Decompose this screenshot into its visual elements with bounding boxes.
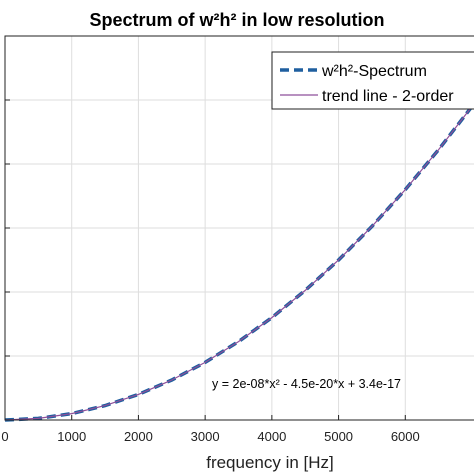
series-line [4, 106, 473, 421]
x-tick-label: 5000 [324, 429, 353, 444]
legend: w²h²-Spectrum trend line - 2-order [280, 63, 454, 105]
x-tick-label: 6000 [391, 429, 420, 444]
x-tick-label: 1000 [57, 429, 86, 444]
legend-label: trend line - 2-order [322, 88, 454, 105]
legend-box [271, 51, 474, 110]
chart-title: Spectrum of w²h² in low resolution [90, 10, 385, 30]
x-tick-label: 3000 [191, 429, 220, 444]
ticks: 0 1000 2000 3000 4000 5000 6000 [1, 35, 420, 444]
x-tick-label: 4000 [257, 429, 286, 444]
annotation: y = 2e-08*x² - 4.5e-20*x + 3.4e-17 [212, 377, 401, 391]
legend-label: w²h²-Spectrum [321, 63, 427, 80]
x-tick-label: 2000 [124, 429, 153, 444]
x-tick-label: 0 [1, 429, 8, 444]
lines [4, 105, 474, 422]
x-axis-label: frequency in [Hz] [206, 453, 334, 472]
